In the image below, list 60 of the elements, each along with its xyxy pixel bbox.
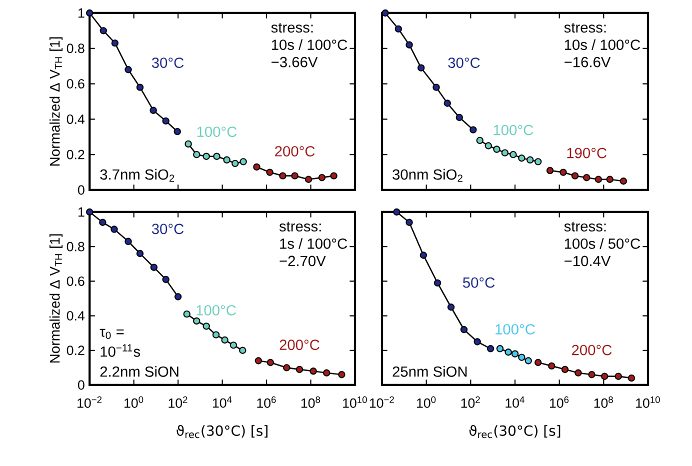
y-tick-label: 0.2	[66, 346, 84, 356]
annotation: 10s / 100°C	[272, 39, 348, 50]
annotation: 3.7nm SiO$_{2}$	[100, 168, 174, 182]
annotation: τ$_{0}$ =	[100, 328, 124, 339]
annotation: −10.4V	[564, 256, 611, 266]
series-label: 100°C	[196, 305, 236, 316]
x-axis-title: ϑ$_{rec}$(30°C) [s]	[176, 425, 268, 438]
annotation: stress:	[564, 23, 606, 33]
annotation: 2.2nm SiON	[100, 366, 178, 377]
x-tick-label: 10$^{−2}$	[370, 396, 394, 408]
y-tick-label: 0.8	[66, 242, 84, 252]
annotation: 10$^{−11}$s	[100, 344, 140, 357]
y-tick-label: 0.8	[66, 44, 84, 54]
legend-label: 200°C	[572, 344, 612, 356]
x-tick-label: 10$^{8}$	[594, 396, 613, 408]
annotation: −3.66V	[272, 56, 318, 68]
x-tick-label: 10$^{0}$	[124, 396, 144, 408]
x-tick-label: 10$^{6}$	[257, 396, 276, 408]
legend-label: 200°C	[280, 340, 320, 350]
series-label: 50°C	[462, 277, 495, 288]
annotation: −16.6V	[564, 56, 611, 68]
series-label: 30°C	[152, 58, 184, 68]
y-axis-title: Normalized Δ V$_{TH}$ [1]	[49, 37, 63, 166]
y-tick-label: 0.2	[66, 150, 84, 160]
series-label: 100°C	[496, 324, 535, 334]
x-tick-label: 10$^{2}$	[461, 396, 480, 408]
x-tick-label: 10$^{−2}$	[78, 396, 102, 408]
annotation: 1s / 100°C	[280, 238, 348, 249]
y-tick-label: 1	[78, 207, 84, 217]
y-tick-label: 1	[78, 8, 84, 18]
series-label: 30°C	[448, 58, 480, 68]
x-tick-label: 10$^{10}$	[636, 396, 660, 408]
x-tick-label: 10$^{4}$	[506, 396, 524, 408]
series-label: 30°C	[152, 224, 184, 234]
annotation: 10s / 100°C	[564, 39, 640, 50]
x-tick-label: 10$^{2}$	[168, 396, 188, 408]
x-axis-title: ϑ$_{rec}$(30°C) [s]	[469, 425, 560, 438]
series-label: 100°C	[197, 126, 237, 137]
y-tick-label: 0.4	[66, 311, 85, 320]
legend-label: 200°C	[275, 146, 315, 156]
y-tick-label: 0	[78, 185, 84, 195]
x-tick-label: 10$^{8}$	[301, 396, 320, 408]
annotation: stress:	[564, 222, 606, 232]
annotation: 100s / 50°C	[564, 238, 640, 249]
series-label: 190°C	[567, 148, 607, 158]
annotation: 30nm SiO$_{2}$	[392, 168, 462, 182]
y-axis-title: Normalized Δ V$_{TH}$ [1]	[49, 234, 63, 363]
annotation: stress:	[279, 222, 321, 232]
annotation: −2.70V	[280, 256, 326, 266]
y-tick-label: 0	[78, 380, 84, 390]
x-tick-label: 10$^{6}$	[550, 396, 569, 408]
series-label: 100°C	[494, 124, 534, 136]
annotation: 25nm SiON	[392, 366, 467, 377]
x-tick-label: 10$^{0}$	[417, 396, 436, 408]
y-tick-label: 0.6	[66, 79, 84, 89]
annotation: stress:	[271, 23, 313, 33]
x-tick-label: 10$^{4}$	[212, 396, 232, 408]
y-tick-label: 0.4	[66, 114, 85, 124]
y-tick-label: 0.6	[66, 276, 84, 286]
x-tick-label: 10$^{10}$	[343, 396, 367, 408]
